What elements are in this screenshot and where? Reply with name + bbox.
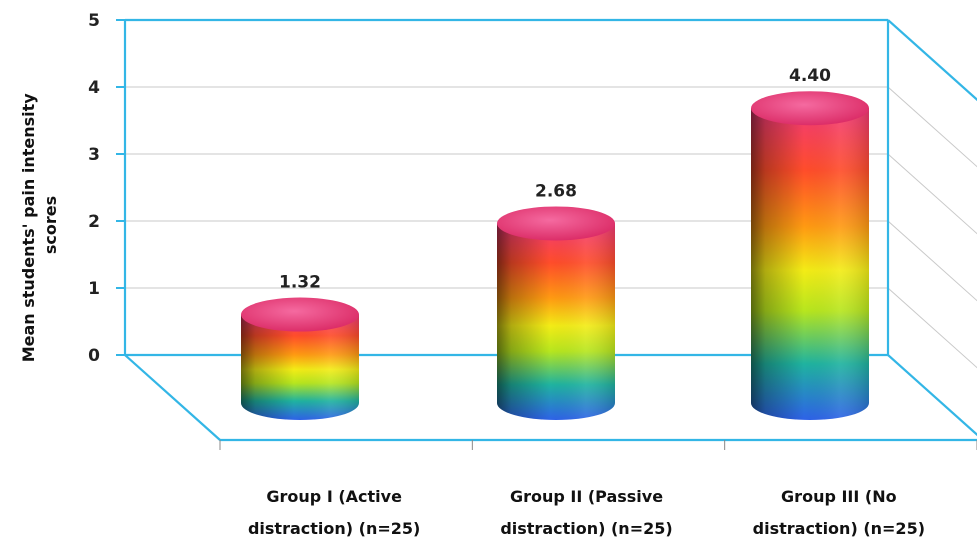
y-tick-label: 3 xyxy=(88,145,100,165)
category-label: Group II (Passive distraction) (n=25) xyxy=(500,487,672,538)
side-wall-top-edge xyxy=(887,19,977,102)
y-axis-ticks: 0 1 2 3 4 5 xyxy=(88,11,125,366)
side-wall-bottom-edge xyxy=(887,354,977,437)
y-axis-label-line-1: Mean students' pain intensity xyxy=(19,93,38,363)
side-gridline xyxy=(887,153,977,235)
y-axis-label: Mean students' pain intensity scores xyxy=(19,88,60,363)
y-tick-label: 1 xyxy=(88,279,100,299)
bars xyxy=(241,91,869,420)
y-tick-label: 0 xyxy=(88,346,100,366)
bar-shading xyxy=(751,108,869,420)
value-label: 4.40 xyxy=(789,66,831,86)
value-label: 2.68 xyxy=(535,181,577,201)
bar-shading xyxy=(241,314,359,420)
category-label-line: distraction) (n=25) xyxy=(248,519,420,538)
category-label-line: Group III (No xyxy=(781,487,897,506)
category-label-line: Group I (Active xyxy=(266,487,402,506)
y-tick-label: 2 xyxy=(88,212,100,232)
bar-top xyxy=(241,297,359,332)
category-labels: Group I (Active distraction) (n=25)Group … xyxy=(248,487,925,538)
category-label-line: Group II (Passive xyxy=(510,487,663,506)
category-label-line: distraction) (n=25) xyxy=(500,519,672,538)
y-tick-label: 5 xyxy=(88,11,100,31)
bar-shading xyxy=(497,223,615,420)
bar-cylinder xyxy=(497,206,615,420)
bar-top xyxy=(497,206,615,241)
floor-left-edge xyxy=(124,354,221,441)
category-label-line: distraction) (n=25) xyxy=(753,519,925,538)
value-label: 1.32 xyxy=(279,273,321,293)
value-labels: 1.32 2.68 4.40 xyxy=(279,66,831,292)
bar-cylinder xyxy=(751,91,869,420)
y-tick-label: 4 xyxy=(88,78,100,98)
category-label: Group III (No distraction) (n=25) xyxy=(753,487,925,538)
bar-cylinder xyxy=(241,297,359,420)
y-axis-label-line-2: scores xyxy=(41,196,60,254)
bar-top xyxy=(751,91,869,126)
side-gridline xyxy=(887,287,977,369)
side-gridline xyxy=(887,86,977,168)
category-label: Group I (Active distraction) (n=25) xyxy=(248,487,420,538)
side-gridline xyxy=(887,220,977,302)
